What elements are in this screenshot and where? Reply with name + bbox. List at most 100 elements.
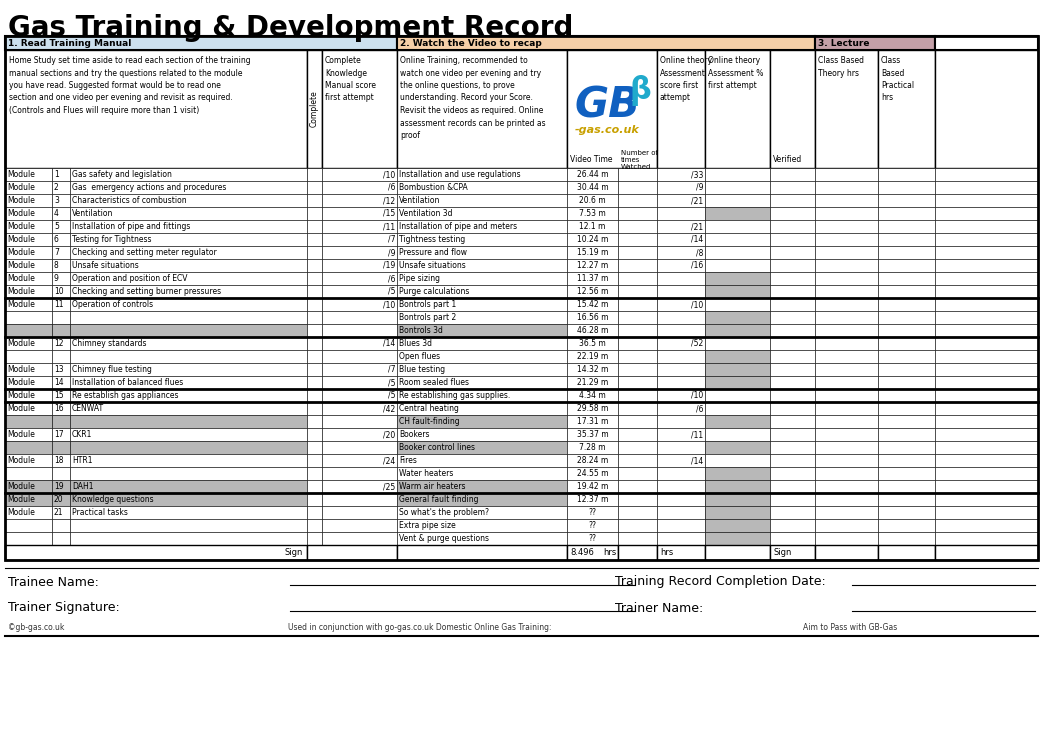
Text: 8.496: 8.496: [571, 548, 593, 557]
Bar: [770, 454, 815, 467]
Bar: [935, 311, 1038, 324]
Bar: [770, 233, 815, 246]
Text: 7.28 m: 7.28 m: [579, 443, 606, 452]
Text: ??: ??: [588, 521, 597, 530]
Bar: [70, 428, 307, 441]
Bar: [5, 415, 52, 428]
Bar: [397, 337, 567, 350]
Bar: [322, 324, 397, 337]
Bar: [770, 220, 815, 233]
Bar: [618, 207, 657, 220]
Bar: [567, 532, 618, 545]
Text: Module: Module: [7, 391, 34, 400]
Bar: [307, 50, 322, 168]
Bar: [618, 532, 657, 545]
Bar: [770, 532, 815, 545]
Bar: [567, 311, 618, 324]
Text: Module: Module: [7, 183, 34, 192]
Text: Module: Module: [7, 235, 34, 244]
Bar: [52, 506, 70, 519]
Text: Unsafe situations: Unsafe situations: [72, 261, 139, 270]
Bar: [657, 220, 705, 233]
Text: Trainee Name:: Trainee Name:: [8, 576, 99, 588]
Bar: [307, 285, 322, 298]
Text: 15: 15: [54, 391, 64, 400]
Bar: [307, 467, 322, 480]
Bar: [5, 233, 52, 246]
Bar: [5, 454, 52, 467]
Bar: [322, 50, 397, 168]
Bar: [70, 246, 307, 259]
Bar: [657, 428, 705, 441]
Text: Module: Module: [7, 196, 34, 205]
Bar: [307, 428, 322, 441]
Bar: [878, 220, 935, 233]
Bar: [397, 168, 567, 181]
Bar: [878, 324, 935, 337]
Text: Module: Module: [7, 404, 34, 413]
Bar: [815, 298, 878, 311]
Bar: [705, 506, 770, 519]
Bar: [657, 285, 705, 298]
Bar: [397, 389, 567, 402]
Text: GB: GB: [574, 85, 640, 127]
Bar: [935, 285, 1038, 298]
Bar: [935, 428, 1038, 441]
Bar: [52, 480, 70, 493]
Bar: [618, 506, 657, 519]
Bar: [770, 350, 815, 363]
Bar: [5, 324, 52, 337]
Bar: [307, 376, 322, 389]
Bar: [770, 272, 815, 285]
Bar: [397, 428, 567, 441]
Bar: [307, 220, 322, 233]
Bar: [397, 285, 567, 298]
Text: Operation of controls: Operation of controls: [72, 300, 153, 309]
Bar: [567, 272, 618, 285]
Bar: [567, 259, 618, 272]
Text: Bontrols part 1: Bontrols part 1: [399, 300, 456, 309]
Bar: [770, 545, 815, 560]
Text: Online theory
Assessment %
first attempt: Online theory Assessment % first attempt: [708, 56, 763, 90]
Text: 9: 9: [54, 274, 58, 283]
Text: Module: Module: [7, 378, 34, 387]
Bar: [70, 467, 307, 480]
Bar: [567, 337, 618, 350]
Bar: [5, 545, 307, 560]
Bar: [307, 207, 322, 220]
Bar: [815, 233, 878, 246]
Bar: [705, 428, 770, 441]
Bar: [935, 324, 1038, 337]
Text: /16: /16: [690, 261, 703, 270]
Text: Checking and setting meter regulator: Checking and setting meter regulator: [72, 248, 217, 257]
Bar: [935, 389, 1038, 402]
Bar: [878, 246, 935, 259]
Text: Module: Module: [7, 339, 34, 348]
Bar: [322, 207, 397, 220]
Bar: [70, 389, 307, 402]
Bar: [567, 181, 618, 194]
Bar: [52, 350, 70, 363]
Text: 1: 1: [54, 170, 58, 179]
Text: 19: 19: [54, 482, 64, 491]
Bar: [322, 337, 397, 350]
Bar: [307, 506, 322, 519]
Text: /24: /24: [383, 456, 395, 465]
Text: -gas.co.uk: -gas.co.uk: [575, 125, 639, 135]
Bar: [935, 363, 1038, 376]
Bar: [397, 467, 567, 480]
Text: Online Training, recommended to
watch one video per evening and try
the online q: Online Training, recommended to watch on…: [401, 56, 545, 140]
Bar: [770, 493, 815, 506]
Bar: [52, 454, 70, 467]
Bar: [878, 506, 935, 519]
Bar: [70, 363, 307, 376]
Text: 29.58 m: 29.58 m: [577, 404, 608, 413]
Bar: [878, 194, 935, 207]
Bar: [618, 298, 657, 311]
Bar: [618, 246, 657, 259]
Text: Ventilation: Ventilation: [399, 196, 440, 205]
Bar: [770, 168, 815, 181]
Text: 11.37 m: 11.37 m: [577, 274, 608, 283]
Bar: [52, 441, 70, 454]
Text: Sign: Sign: [773, 548, 792, 557]
